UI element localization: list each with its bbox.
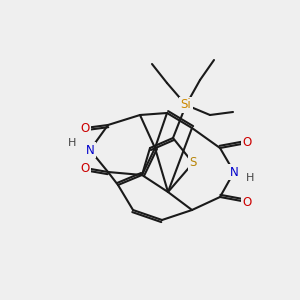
Text: O: O — [80, 161, 90, 175]
Text: N: N — [230, 166, 238, 178]
Text: H: H — [68, 138, 76, 148]
Text: O: O — [242, 196, 252, 208]
Text: O: O — [242, 136, 252, 149]
Text: H: H — [246, 173, 254, 183]
Text: S: S — [189, 157, 197, 169]
Text: N: N — [85, 143, 94, 157]
Text: O: O — [80, 122, 90, 134]
Text: H: H — [246, 173, 254, 183]
Text: H: H — [68, 138, 76, 148]
Text: Si: Si — [181, 98, 191, 112]
